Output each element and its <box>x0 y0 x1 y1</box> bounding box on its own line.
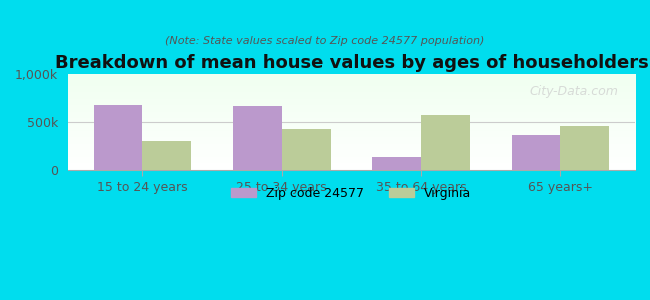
Legend: Zip code 24577, Virginia: Zip code 24577, Virginia <box>226 182 476 205</box>
Bar <box>560 126 609 170</box>
Text: City-Data.com: City-Data.com <box>529 85 618 98</box>
Bar <box>94 106 142 170</box>
Bar <box>233 106 281 170</box>
Bar <box>281 129 330 170</box>
Text: (Note: State values scaled to Zip code 24577 population): (Note: State values scaled to Zip code 2… <box>165 36 485 46</box>
Bar <box>372 157 421 170</box>
Bar <box>421 115 470 170</box>
Bar <box>142 141 191 170</box>
Title: Breakdown of mean house values by ages of householders: Breakdown of mean house values by ages o… <box>55 54 648 72</box>
Bar <box>512 135 560 170</box>
